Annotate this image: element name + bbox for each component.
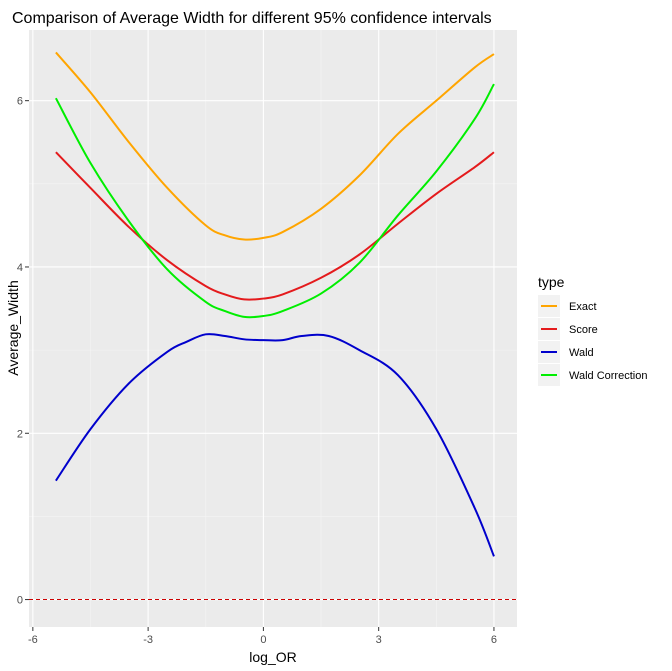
series-line-exact — [55, 51, 495, 241]
series-line-wald-correction — [55, 83, 495, 319]
x-axis-title: log_OR — [249, 649, 296, 665]
y-tick-label: 4 — [17, 262, 23, 274]
legend: type Exact Score Wald Wald Correction — [538, 274, 647, 386]
x-tick-label: -3 — [143, 634, 153, 646]
y-tick-label: 0 — [17, 595, 23, 607]
legend-label-score: Score — [569, 324, 598, 336]
series-line-wald — [55, 333, 495, 557]
axis-ticks: -6 -3 0 3 6 0 2 4 6 — [17, 96, 497, 646]
x-tick-label: 6 — [491, 634, 497, 646]
chart-title: Comparison of Average Width for differen… — [12, 10, 492, 27]
legend-title: type — [538, 274, 565, 290]
x-tick-label: 0 — [260, 634, 266, 646]
legend-label-exact: Exact — [569, 301, 597, 313]
y-axis-title: Average_Width — [5, 280, 21, 375]
x-tick-label: 3 — [376, 634, 382, 646]
y-tick-label: 2 — [17, 428, 23, 440]
legend-label-wald-correction: Wald Correction — [569, 370, 647, 382]
y-tick-label: 6 — [17, 96, 23, 108]
legend-label-wald: Wald — [569, 347, 594, 359]
plot-panel — [29, 30, 517, 627]
x-tick-label: -6 — [28, 634, 38, 646]
series-lines — [55, 51, 495, 557]
